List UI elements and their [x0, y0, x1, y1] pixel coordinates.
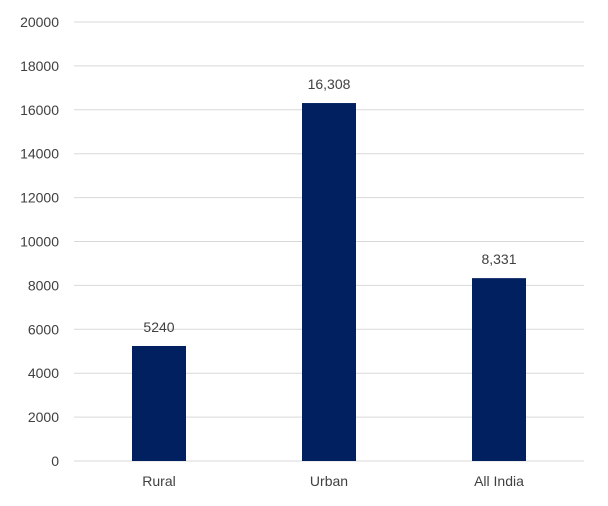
data-label: 5240	[143, 319, 174, 335]
y-tick-label: 12000	[20, 190, 59, 206]
x-category-label: Rural	[142, 473, 175, 489]
y-tick-label: 8000	[28, 277, 59, 293]
y-axis-ticks: 0 2000 4000 6000 8000 10000 12000 14000 16000 180…	[20, 14, 59, 469]
x-category-label: Urban	[310, 473, 348, 489]
y-tick-label: 14000	[20, 146, 59, 162]
y-tick-label: 16000	[20, 102, 59, 118]
bars	[132, 103, 526, 461]
y-tick-label: 10000	[20, 234, 59, 250]
data-labels: 5240 16,308 8,331	[143, 76, 516, 335]
data-label: 8,331	[481, 251, 516, 267]
y-tick-label: 0	[51, 453, 59, 469]
x-category-label: All India	[474, 473, 524, 489]
bar-all-india	[472, 278, 526, 461]
y-tick-label: 20000	[20, 14, 59, 30]
y-tick-label: 4000	[28, 365, 59, 381]
bar-rural	[132, 345, 186, 461]
bar-urban	[302, 103, 356, 461]
y-tick-label: 18000	[20, 58, 59, 74]
y-tick-label: 2000	[28, 409, 59, 425]
x-axis-categories: Rural Urban All India	[142, 473, 524, 489]
data-label: 16,308	[308, 76, 351, 92]
y-tick-label: 6000	[28, 321, 59, 337]
